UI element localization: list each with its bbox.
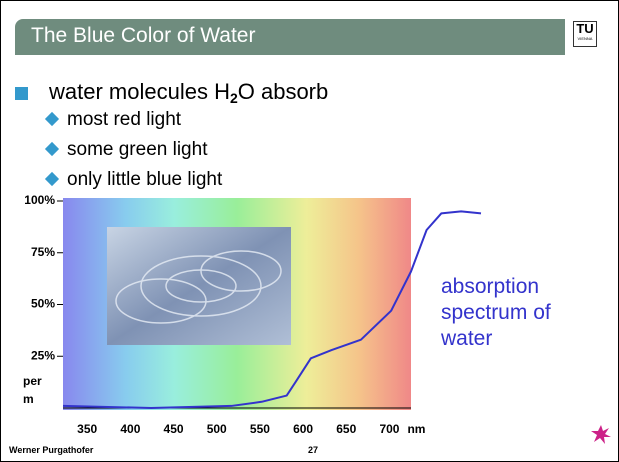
page-number: 27 [308,445,319,455]
sub-bullet: only little blue light [44,169,223,191]
y-tick-label: 75% [31,245,55,259]
annotation: absorption spectrum of water [441,275,551,350]
bullet-text: water molecules H [49,79,230,104]
sub-bullet: some green light [44,139,208,161]
x-tick-label: 550 [250,422,270,436]
x-tick-label: 400 [120,422,140,436]
x-tick-label: 350 [77,422,97,436]
x-tick-label: 650 [336,422,356,436]
logo-sub: VIENNA [577,36,593,41]
sub-bullet-text: most red light [67,109,182,130]
y-axis-label: per m [23,374,42,406]
logo: TU VIENNA [573,21,597,47]
ripples [115,250,282,324]
logo-text: TU [576,21,594,36]
x-tick-label: 450 [164,422,184,436]
water-photo [107,227,291,345]
x-tick-label: 500 [207,422,227,436]
sub-bullet: most red light [44,109,182,131]
y-tick-label: 50% [31,297,55,311]
y-tick-label: 100% [24,193,55,207]
x-tick-label: 700 [379,422,399,436]
slide-title: The Blue Color of Water [31,24,256,47]
data-line [62,210,482,409]
x-tick-label: 600 [293,422,313,436]
bullet-text: O absorb [237,79,329,104]
footer-author: Werner Purgathofer [9,445,94,455]
title-bar [15,19,565,55]
bullet: water molecules H2O absorb [15,79,329,106]
y-tick-label: 25% [31,348,55,362]
splat-icon [591,425,611,444]
sub-bullet-text: some green light [67,139,208,160]
x-axis-label: nm [407,422,425,436]
sub-bullet-text: only little blue light [67,169,223,190]
subscript: 2 [229,90,238,106]
